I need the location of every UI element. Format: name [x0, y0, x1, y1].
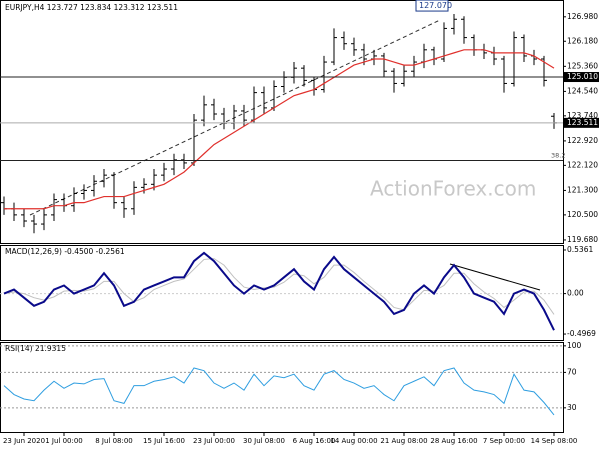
- moving-average: [4, 49, 555, 210]
- y-tick-label: 70: [567, 367, 577, 376]
- x-tick-label: 8 Jul 08:00: [95, 437, 133, 445]
- x-tick-label: 23 Jul 00:00: [193, 437, 235, 445]
- peak-label: 127.070: [419, 1, 452, 10]
- y-tick-label: -0.4969: [567, 329, 596, 338]
- y-tick-label: 126.180: [567, 36, 598, 45]
- level-label: 125.010: [567, 72, 598, 81]
- y-tick-label: 122.920: [567, 136, 598, 145]
- y-tick-label: 125.360: [567, 61, 598, 70]
- x-tick-label: 28 Aug 16:00: [430, 437, 477, 445]
- watermark: ActionForex.com: [370, 177, 536, 201]
- x-tick-label: 1 Jul 00:00: [45, 437, 83, 445]
- y-tick-label: 0.00: [567, 289, 584, 298]
- rsi-title: RSI(14) 21.9315: [5, 344, 66, 353]
- x-tick-label: 23 Jun 2020: [3, 437, 45, 445]
- x-tick-label: 14 Aug 00:00: [330, 437, 377, 445]
- x-tick-label: 30 Jul 08:00: [243, 437, 285, 445]
- level-label: 123.511: [567, 118, 598, 127]
- peak-box: [415, 0, 449, 12]
- x-tick-label: 14 Sep 08:00: [531, 437, 578, 445]
- price-title: EURJPY,H4 123.727 123.834 123.312 123.51…: [5, 3, 178, 12]
- y-tick-label: 124.540: [567, 86, 598, 95]
- main-frame: [0, 0, 564, 244]
- x-tick-label: 15 Jul 16:00: [143, 437, 185, 445]
- x-tick-label: 7 Sep 00:00: [483, 437, 525, 445]
- y-tick-label: 0.5361: [567, 245, 593, 254]
- macd-divergence-line: [449, 263, 541, 291]
- fib-label: 38.2: [551, 151, 565, 159]
- level-label-box: [564, 117, 599, 128]
- signal-line: [3, 258, 555, 315]
- y-tick-label: 123.740: [567, 111, 598, 120]
- level-label-box: [564, 72, 599, 83]
- y-tick-label: 121.300: [567, 185, 598, 194]
- macd-frame: [0, 245, 564, 341]
- y-tick-label: 122.120: [567, 160, 598, 169]
- macd-title: MACD(12,26,9) -0.4500 -0.2561: [5, 247, 125, 256]
- y-tick-label: 120.500: [567, 210, 598, 219]
- rsi-line: [3, 367, 555, 416]
- y-tick-label: 100: [567, 341, 582, 350]
- y-tick-label: 119.680: [567, 235, 598, 244]
- x-tick-label: 21 Aug 08:00: [380, 437, 427, 445]
- macd-line: [3, 251, 555, 331]
- x-tick-label: 6 Aug 16:00: [293, 437, 336, 445]
- y-tick-label: 30: [567, 403, 577, 412]
- trend-line: [29, 19, 441, 216]
- y-tick-label: 126.980: [567, 12, 598, 21]
- rsi-frame: [0, 342, 564, 433]
